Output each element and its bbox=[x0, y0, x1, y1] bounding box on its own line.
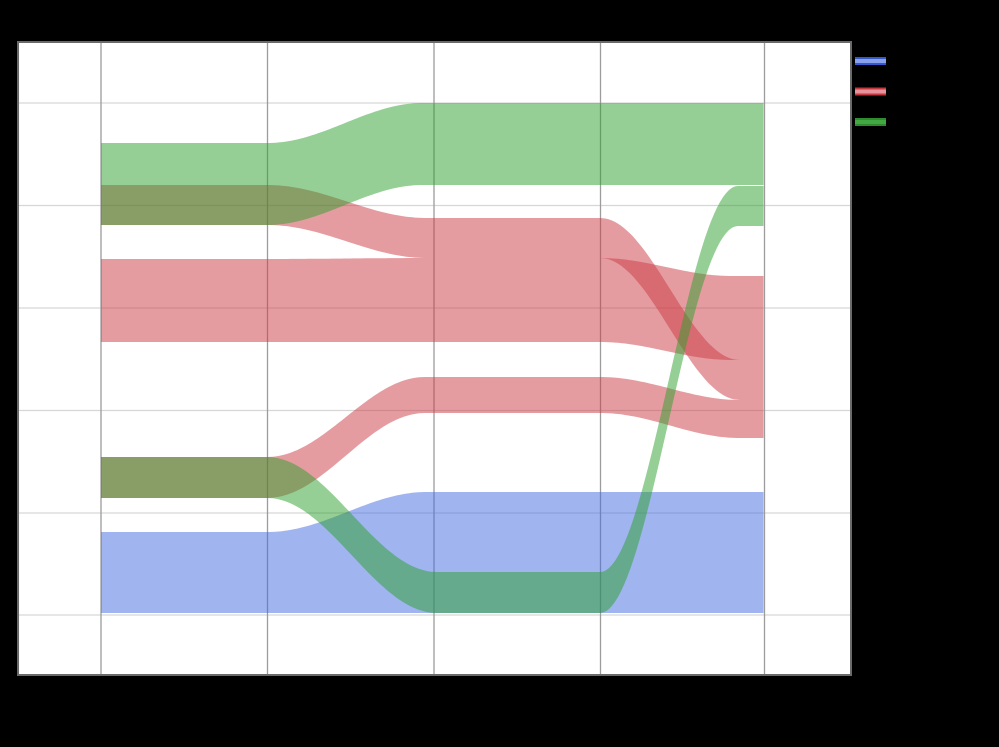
flow-red-2 bbox=[101, 258, 764, 360]
flow-red-1 bbox=[101, 185, 764, 400]
legend-entry-blue bbox=[855, 57, 886, 65]
legend bbox=[855, 57, 886, 126]
legend-swatch-fill-red bbox=[855, 89, 886, 94]
legend-swatch-fill-blue bbox=[855, 58, 886, 64]
flow-green-1 bbox=[101, 103, 764, 225]
legend-swatch-fill-green bbox=[855, 119, 886, 125]
legend-entry-red bbox=[855, 87, 886, 96]
plot-frame bbox=[17, 41, 852, 676]
legend-entry-green bbox=[855, 118, 886, 126]
